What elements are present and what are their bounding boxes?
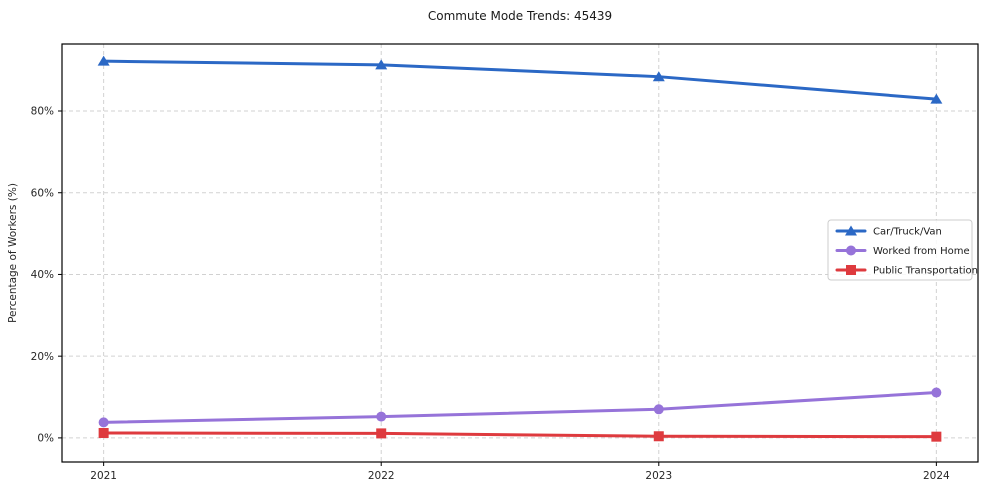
- series-car-truck-van: [97, 55, 943, 104]
- x-tick-label: 2022: [368, 470, 395, 482]
- data-point-marker-public-transportation: [931, 431, 942, 442]
- data-point-marker-public-transportation: [653, 431, 664, 442]
- data-point-marker-worked-from-home: [931, 387, 942, 398]
- plot-area: [62, 44, 978, 462]
- y-tick-label: 40%: [31, 269, 54, 281]
- legend-label: Public Transportation: [873, 266, 978, 277]
- data-point-marker-worked-from-home: [98, 417, 109, 428]
- y-tick-label: 20%: [31, 351, 54, 363]
- data-point-marker-car-truck-van: [652, 71, 665, 82]
- series-public-transportation: [98, 427, 942, 442]
- x-tick-label: 2021: [90, 470, 117, 482]
- legend-item: Worked from Home: [835, 245, 970, 257]
- legend-marker-triangle-up-icon: [845, 225, 857, 236]
- data-point-marker-car-truck-van: [97, 55, 110, 66]
- legend-box: [827, 219, 973, 281]
- plot-border: [61, 43, 979, 463]
- data-point-marker-worked-from-home: [653, 404, 664, 415]
- legend-item: Car/Truck/Van: [835, 225, 942, 238]
- data-point-marker-car-truck-van: [375, 59, 388, 70]
- x-tick-label: 2024: [923, 470, 950, 482]
- series-line-public-transportation: [102, 431, 938, 439]
- y-tick-label: 0%: [37, 433, 54, 445]
- legend-item: Public Transportation: [835, 265, 978, 277]
- legend-label: Worked from Home: [873, 246, 970, 257]
- series-worked-from-home: [98, 387, 942, 428]
- data-point-marker-car-truck-van: [930, 93, 943, 104]
- legend-marker-square-icon: [846, 265, 856, 275]
- legend-marker-circle-icon: [846, 245, 856, 256]
- data-point-marker-public-transportation: [376, 428, 387, 439]
- legend-label: Car/Truck/Van: [873, 227, 942, 238]
- legend: Car/Truck/Van Worked from Home Public Tran…: [827, 219, 978, 281]
- y-tick-label: 80%: [31, 106, 54, 118]
- chart-title: Commute Mode Trends: 45439: [427, 9, 613, 23]
- series-line-worked-from-home: [102, 391, 938, 424]
- data-point-marker-public-transportation: [98, 427, 109, 438]
- y-tick-label: 60%: [31, 187, 54, 199]
- y-axis-title: Percentage of Workers (%): [7, 183, 19, 323]
- data-point-marker-worked-from-home: [376, 411, 387, 422]
- series-line-car-truck-van: [102, 59, 938, 101]
- x-tick-label: 2023: [645, 470, 672, 482]
